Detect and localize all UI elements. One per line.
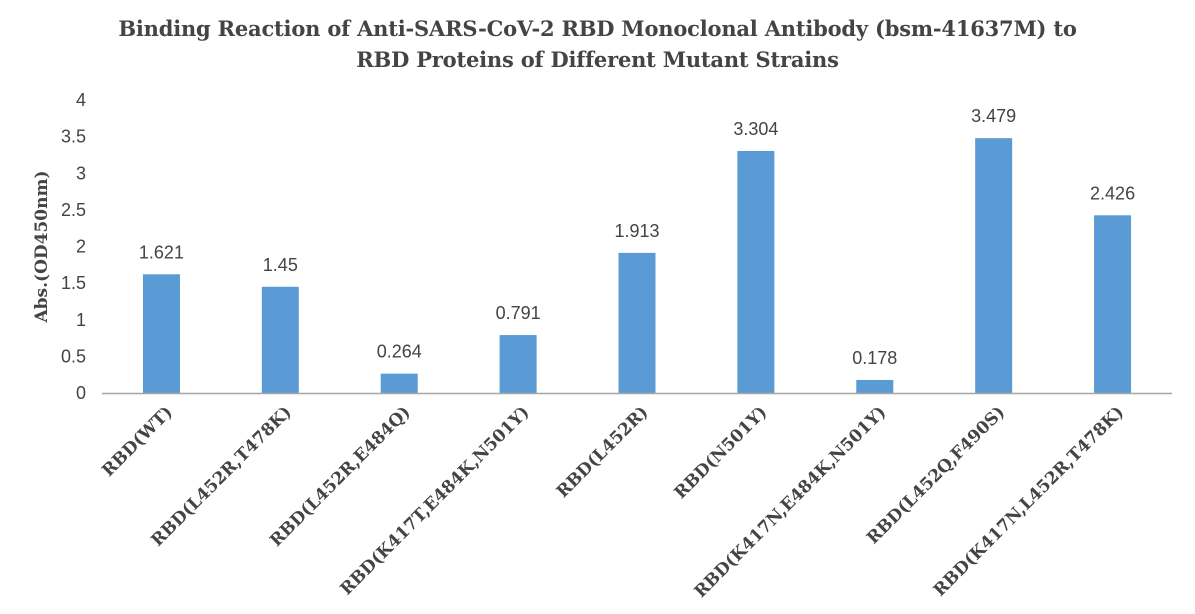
- x-category-label: RBD(L452R): [553, 402, 653, 502]
- bar-series: [142, 138, 1132, 393]
- bar: [261, 286, 299, 393]
- bar-value-label: 1.45: [263, 255, 298, 275]
- bar: [142, 274, 180, 393]
- bar: [499, 335, 537, 393]
- x-category-label: RBD(K417N,E484K,N501Y): [691, 402, 891, 602]
- x-category-label: RBD(L452Q,F490S): [863, 402, 1009, 548]
- bar-value-label: 1.621: [139, 242, 184, 262]
- y-tick-label: 0.5: [61, 346, 86, 366]
- bar-value-label: 3.479: [971, 106, 1016, 126]
- bar: [737, 150, 775, 393]
- y-axis-title: Abs.(OD450nm): [32, 170, 52, 323]
- bar-value-label: 0.264: [377, 342, 422, 362]
- y-tick-label: 3.5: [61, 127, 86, 147]
- bar-value-label: 0.178: [852, 348, 897, 368]
- bar: [975, 138, 1013, 393]
- y-tick-label: 0: [76, 383, 86, 403]
- bar: [618, 252, 656, 393]
- bar-value-label: 0.791: [496, 303, 541, 323]
- chart-title-line-2: RBD Proteins of Different Mutant Strains: [356, 47, 839, 72]
- bar-value-label: 2.426: [1090, 183, 1135, 203]
- x-category-label: RBD(WT): [98, 402, 177, 481]
- bar: [856, 379, 894, 393]
- bar: [1094, 215, 1132, 393]
- data-labels: 1.621 1.45 0.264 0.791 1.913 3.304 0.178 3.479 2…: [139, 106, 1135, 368]
- y-tick-label: 2: [76, 237, 86, 257]
- bar: [380, 373, 418, 393]
- bar-value-label: 3.304: [733, 119, 778, 139]
- y-axis-ticks: 0 0.5 1 1.5 2 2.5 3 3.5 4: [61, 90, 86, 403]
- y-tick-label: 4: [76, 90, 86, 110]
- x-category-label: RBD(K417N,L452R,T478K): [930, 402, 1128, 600]
- x-category-label: RBD(N501Y): [671, 402, 772, 503]
- y-tick-label: 1.5: [61, 273, 86, 293]
- chart-title-line-1: Binding Reaction of Anti-SARS-CoV-2 RBD …: [118, 16, 1077, 41]
- y-tick-label: 3: [76, 163, 86, 183]
- y-tick-label: 2.5: [61, 200, 86, 220]
- x-axis-category-labels: RBD(WT)RBD(L452R,T478K)RBD(L452R,E484Q)R…: [98, 402, 1128, 602]
- x-category-label: RBD(K417T,E484K,N501Y): [337, 402, 534, 599]
- bar-value-label: 1.913: [614, 221, 659, 241]
- y-tick-label: 1: [76, 310, 86, 330]
